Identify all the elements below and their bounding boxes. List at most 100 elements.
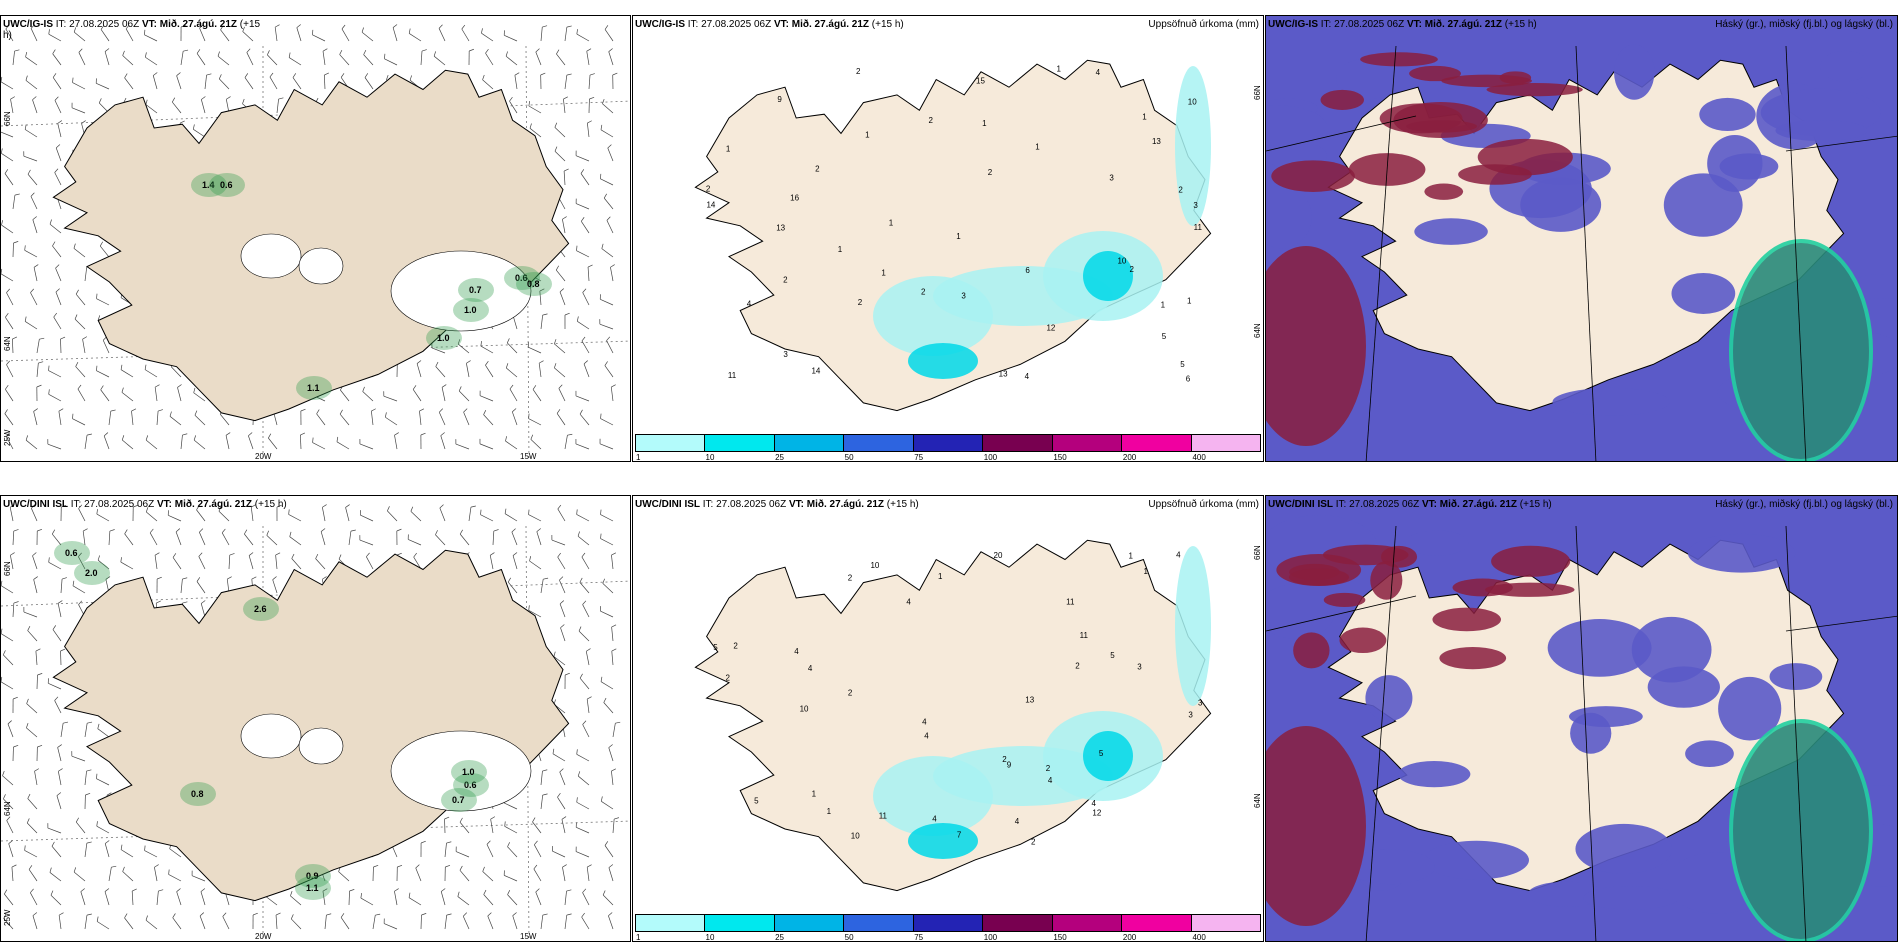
wind-value-label: 1.1 bbox=[307, 383, 320, 393]
high-cloud-patch bbox=[1266, 246, 1366, 446]
precip-value-label: 9 bbox=[777, 95, 782, 104]
legend-swatch bbox=[844, 435, 914, 451]
precip-value-label: 1 bbox=[1035, 143, 1040, 152]
legend-swatch bbox=[1052, 435, 1123, 451]
precip-value-label: 2 bbox=[858, 298, 863, 307]
precip-value-label: 10 bbox=[1117, 257, 1126, 266]
legend-tick-label: 400 bbox=[1192, 933, 1206, 942]
legend-tick-label: 400 bbox=[1192, 453, 1206, 462]
precip-area bbox=[1175, 546, 1211, 706]
cloud-patch bbox=[1575, 823, 1673, 874]
precip-value-label: 13 bbox=[776, 224, 785, 233]
high-cloud-patch bbox=[1320, 89, 1365, 110]
wind-value-label: 0.6 bbox=[464, 780, 477, 790]
wind-value-label: 2.6 bbox=[254, 604, 267, 614]
precip-value-label: 5 bbox=[1180, 360, 1185, 369]
gust-patch bbox=[180, 782, 216, 806]
legend-swatch bbox=[1052, 915, 1123, 931]
lat-label-64n: 64N bbox=[1253, 793, 1262, 808]
precip-value-label: 13 bbox=[999, 370, 1008, 379]
wind-value-label: 1.1 bbox=[306, 883, 319, 893]
legend-tick-label: 150 bbox=[1053, 453, 1067, 462]
precip-value-label: 2 bbox=[921, 287, 926, 296]
wind-value-label: 0.6 bbox=[65, 548, 78, 558]
precip-value-label: 1 bbox=[938, 572, 943, 581]
gust-patch bbox=[295, 864, 331, 888]
high-cloud-patch bbox=[1424, 183, 1464, 200]
wind-value-label: 0.7 bbox=[452, 795, 465, 805]
legend-tick-label: 1 bbox=[636, 933, 641, 942]
precip-value-label: 20 bbox=[994, 551, 1003, 560]
legend-tick-label: 150 bbox=[1053, 933, 1067, 942]
iceland-land bbox=[694, 539, 1212, 892]
precip-value-label: 3 bbox=[1188, 710, 1193, 719]
cloud-patch bbox=[1398, 761, 1471, 788]
precip-value-label: 11 bbox=[1066, 598, 1075, 607]
precip-value-label: 1 bbox=[982, 119, 987, 128]
high-cloud-patch bbox=[1266, 726, 1366, 926]
cloud-patch bbox=[1699, 97, 1756, 132]
panel-title: UWC/IG-IS IT: 27.08.2025 06Z VT: Mið. 27… bbox=[1268, 19, 1537, 30]
cloud-patch bbox=[1583, 886, 1679, 910]
precip-value-label: 1 bbox=[865, 131, 870, 140]
precip-value-label: 4 bbox=[906, 598, 911, 607]
wind-value-label: 0.8 bbox=[527, 279, 540, 289]
gust-patch bbox=[209, 173, 245, 197]
high-cloud-patch bbox=[1360, 52, 1438, 67]
precip-area bbox=[908, 823, 978, 859]
precip-value-label: 1 bbox=[1161, 301, 1166, 310]
high-cloud-patch bbox=[1393, 101, 1488, 138]
precip-value-label: 1 bbox=[1142, 113, 1147, 122]
precip-value-label: 1 bbox=[838, 245, 843, 254]
precip-value-label: 2 bbox=[706, 185, 711, 194]
precip-value-label: 1 bbox=[726, 144, 731, 153]
cloud-patch bbox=[1365, 675, 1413, 722]
cloud-patch bbox=[1687, 533, 1796, 573]
precip-value-label: 13 bbox=[1025, 695, 1034, 704]
gust-patch bbox=[243, 597, 279, 621]
precip-legend bbox=[635, 434, 1261, 452]
precip-value-label: 14 bbox=[706, 200, 715, 209]
lat-label-66n: 66N bbox=[1253, 545, 1262, 560]
high-cloud-patch bbox=[1409, 65, 1461, 82]
wind-value-label: 0.9 bbox=[306, 871, 319, 881]
lon-label-20w: 20W bbox=[255, 452, 272, 461]
legend-swatch bbox=[1122, 435, 1192, 451]
high-cloud-patch bbox=[1293, 632, 1330, 669]
precip-value-label: 1 bbox=[1187, 296, 1192, 305]
precip-value-label: 10 bbox=[800, 705, 809, 714]
precip-legend-ticks: 1 10 25 50 75 100 150 200 400 bbox=[635, 453, 1261, 462]
lat-label-66n: 66N bbox=[3, 111, 12, 126]
cloud-patch bbox=[1547, 619, 1652, 677]
precip-value-label: 3 bbox=[1198, 699, 1203, 708]
precip-value-label: 1 bbox=[812, 790, 817, 799]
gust-patch bbox=[295, 876, 331, 900]
cloud-patch bbox=[1719, 153, 1779, 180]
wind-value-label: 1.0 bbox=[462, 767, 475, 777]
lat-label-66n: 66N bbox=[1253, 85, 1262, 100]
precip-value-label: 10 bbox=[851, 831, 860, 840]
precip-value-label: 1 bbox=[1057, 65, 1062, 74]
legend-tick-label: 200 bbox=[1122, 453, 1137, 462]
cloud-patch bbox=[1414, 218, 1488, 245]
precip-value-label: 4 bbox=[808, 664, 813, 673]
cloud-patch bbox=[1423, 840, 1529, 880]
cloud-patch bbox=[1266, 185, 1312, 249]
high-cloud-patch bbox=[1477, 138, 1573, 176]
wind-map-panel-igis: UWC/IG-IS IT: 27.08.2025 06Z VT: Mið. 27… bbox=[0, 15, 631, 462]
precip-value-label: 10 bbox=[870, 561, 879, 570]
cloud-patch bbox=[1570, 712, 1612, 754]
lat-label-66n: 66N bbox=[3, 561, 12, 576]
glacier bbox=[240, 233, 302, 279]
precip-legend bbox=[635, 914, 1261, 932]
gust-patch bbox=[451, 760, 487, 784]
precip-value-label: 4 bbox=[747, 300, 752, 309]
precip-value-label: 2 bbox=[1002, 755, 1007, 764]
panel-title: UWC/DINI ISL IT: 27.08.2025 06Z VT: Mið.… bbox=[1268, 499, 1552, 510]
gust-patch bbox=[426, 326, 462, 350]
legend-swatch bbox=[913, 435, 984, 451]
precip-value-label: 2 bbox=[1129, 265, 1134, 274]
precip-value-label: 5 bbox=[754, 797, 759, 806]
precip-value-label: 2 bbox=[733, 641, 738, 650]
cloud-patch bbox=[1820, 50, 1870, 82]
